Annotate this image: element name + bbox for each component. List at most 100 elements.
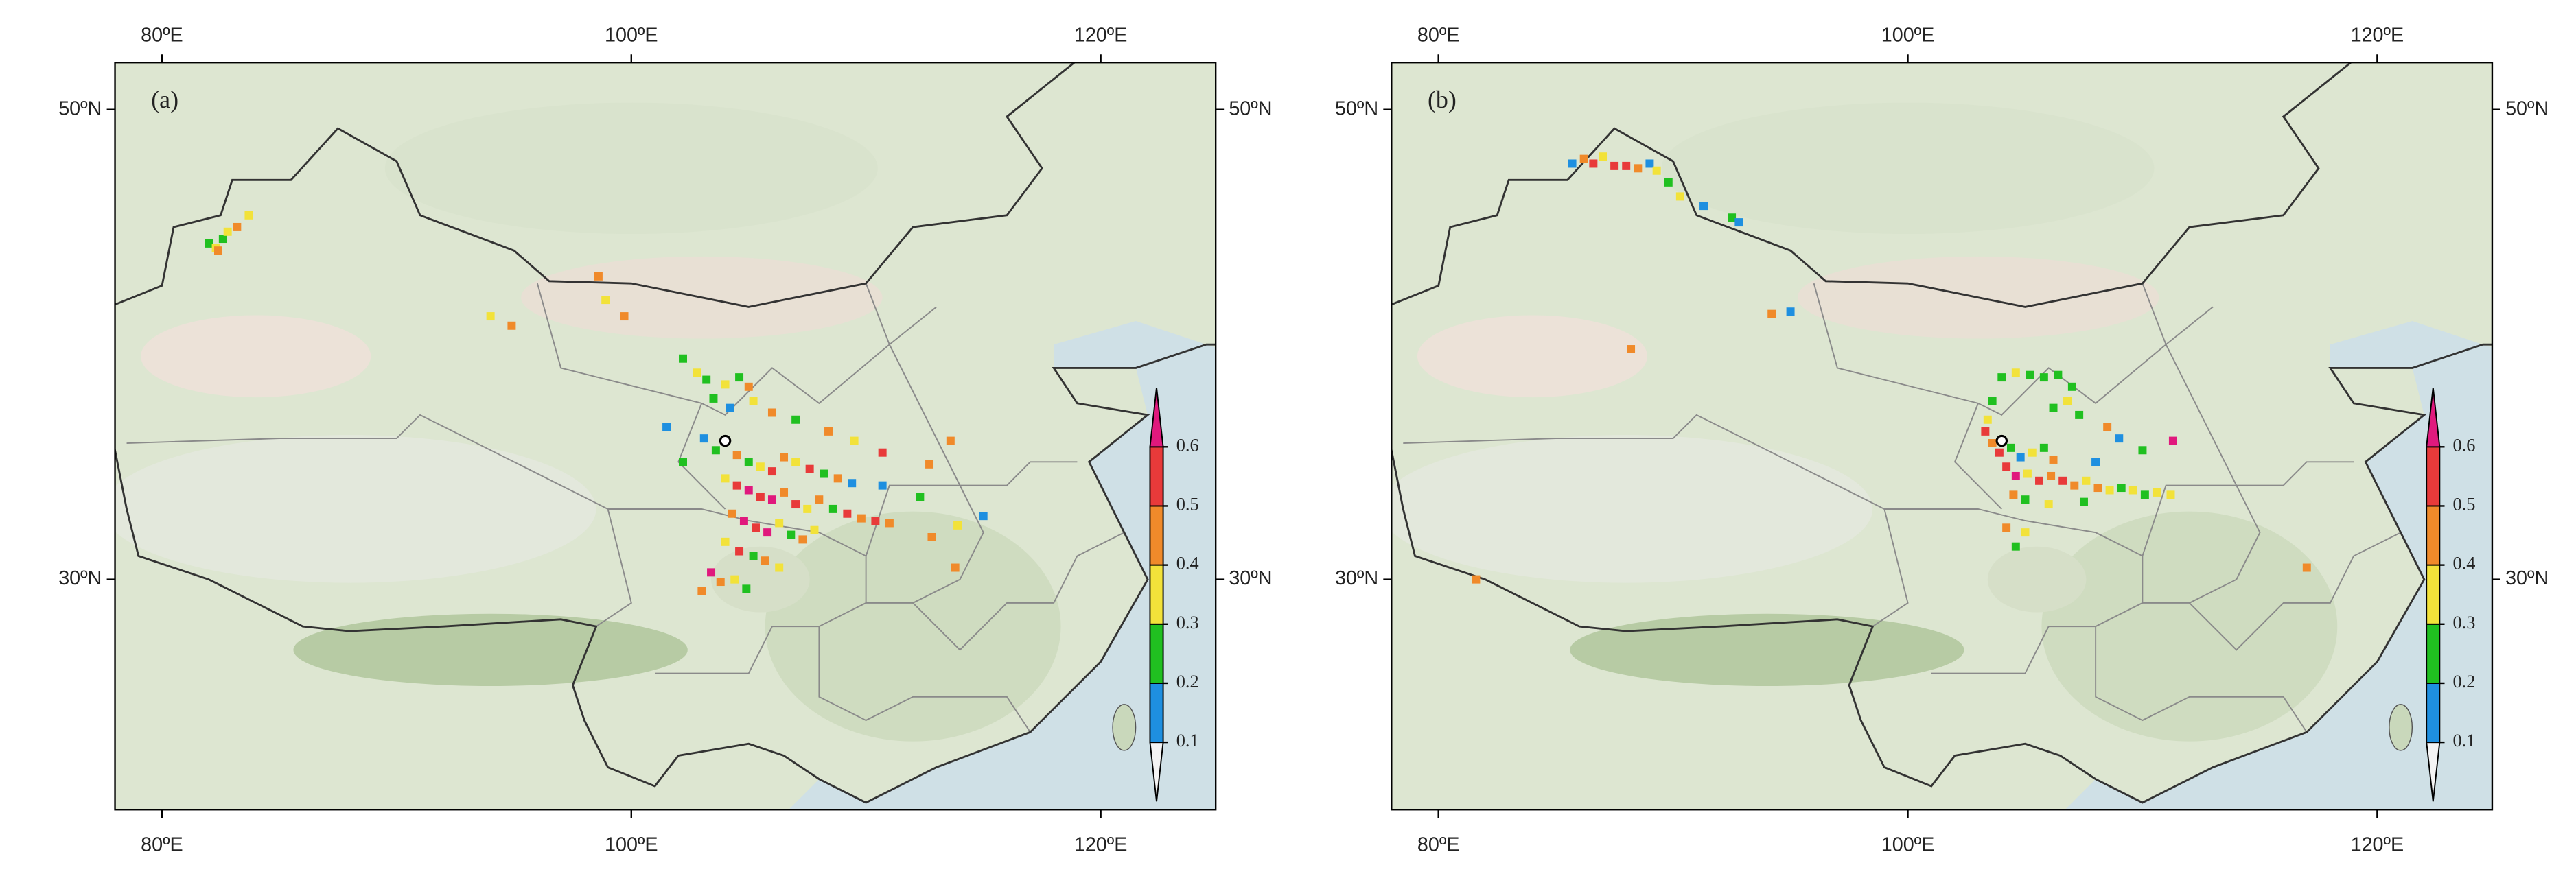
data-cell — [620, 312, 629, 321]
data-cell — [843, 509, 852, 518]
colorbar-segment — [2426, 388, 2441, 448]
plateau — [1391, 435, 1873, 583]
colorbar-segment — [1149, 505, 1164, 566]
data-cell — [1995, 448, 2004, 457]
colorbar-tick-label: 0.6 — [1176, 435, 1199, 455]
sea — [788, 320, 1216, 810]
lon-tick-label: 80ºE — [1417, 25, 1460, 47]
data-cell — [815, 495, 824, 504]
data-cell — [2168, 436, 2177, 445]
lon-tick-label: 100ºE — [1881, 25, 1935, 47]
colorbar-segment — [1149, 564, 1164, 625]
data-cell — [1983, 415, 1992, 424]
data-cell — [2011, 542, 2020, 551]
data-cell — [798, 535, 807, 544]
data-cell — [2140, 490, 2149, 499]
data-cell — [2166, 490, 2175, 499]
data-cell — [2039, 443, 2048, 452]
data-cell — [1734, 218, 1743, 227]
data-cell — [1652, 166, 1661, 175]
data-cell — [752, 523, 760, 532]
data-cell — [2093, 484, 2102, 493]
colorbar-segment — [2426, 505, 2441, 566]
map-frame — [1391, 62, 2494, 811]
plateau — [115, 435, 596, 583]
data-cell — [721, 537, 730, 546]
site-marker — [719, 434, 732, 447]
data-cell — [2026, 370, 2034, 379]
data-cell — [693, 368, 701, 377]
data-cell — [927, 533, 936, 541]
data-cell — [885, 519, 894, 528]
data-cell — [828, 504, 837, 513]
steppe — [384, 102, 878, 235]
lon-tick-label: 80ºE — [141, 25, 183, 47]
data-cell — [735, 373, 744, 382]
colorbar-tick-label: 0.1 — [2452, 731, 2475, 750]
data-cell — [1699, 202, 1708, 211]
data-cell — [1472, 575, 1481, 584]
data-cell — [716, 578, 725, 587]
data-cell — [2023, 469, 2032, 478]
data-cell — [707, 568, 716, 577]
data-cell — [1579, 154, 1588, 163]
data-cell — [2063, 397, 2072, 405]
data-cell — [2049, 455, 2058, 464]
lat-tick-label: 30ºN — [2505, 567, 2549, 589]
lat-tick-label: 30ºN — [58, 567, 102, 589]
data-cell — [223, 227, 232, 236]
data-cell — [218, 235, 227, 244]
colorbar-segment — [1149, 446, 1164, 507]
steppe — [1661, 102, 2155, 235]
province-border — [2142, 283, 2261, 604]
data-cell — [594, 272, 603, 281]
data-cell — [803, 504, 812, 513]
data-cell — [732, 481, 741, 490]
data-cell — [2002, 523, 2011, 532]
data-cell — [507, 321, 516, 330]
data-cell — [2058, 476, 2067, 485]
data-cell — [735, 547, 744, 556]
colorbar-tick-label: 0.3 — [1176, 613, 1199, 632]
basin — [711, 546, 810, 613]
data-cell — [1627, 345, 1636, 354]
lat-tick-label: 30ºN — [1229, 567, 1272, 589]
province-border — [126, 414, 632, 627]
colorbar-tick-label: 0.3 — [2452, 613, 2475, 632]
lat-tick-label: 50ºN — [1229, 97, 1272, 119]
data-cell — [702, 375, 711, 384]
sea — [2065, 320, 2492, 810]
data-cell — [1988, 439, 1997, 447]
province-border — [536, 283, 937, 416]
data-cell — [742, 584, 751, 593]
data-cell — [763, 528, 772, 537]
desert — [141, 315, 371, 398]
data-cell — [820, 469, 828, 478]
colorbar-tick-label: 0.4 — [2452, 554, 2475, 573]
data-cell — [946, 436, 955, 445]
province-border — [865, 283, 984, 604]
data-cell — [721, 380, 730, 389]
data-cell — [2044, 500, 2053, 509]
data-cell — [767, 495, 776, 504]
data-cell — [916, 493, 925, 501]
colorbar-segment — [2426, 446, 2441, 507]
province-border — [1403, 414, 1909, 627]
province-border — [912, 532, 1125, 651]
data-cell — [1997, 373, 2006, 382]
panel-label: (b) — [1428, 86, 1457, 113]
data-cell — [767, 408, 776, 417]
data-cell — [979, 512, 988, 521]
data-cell — [2021, 528, 2030, 537]
data-cell — [2117, 484, 2126, 493]
data-cell — [744, 382, 753, 391]
data-cell — [780, 453, 789, 462]
province-border — [865, 461, 1078, 556]
lon-tick-label: 120ºE — [2351, 834, 2404, 856]
data-cell — [2054, 370, 2063, 379]
data-cell — [744, 486, 753, 495]
data-cell — [1767, 309, 1776, 318]
data-cell — [1568, 159, 1577, 168]
